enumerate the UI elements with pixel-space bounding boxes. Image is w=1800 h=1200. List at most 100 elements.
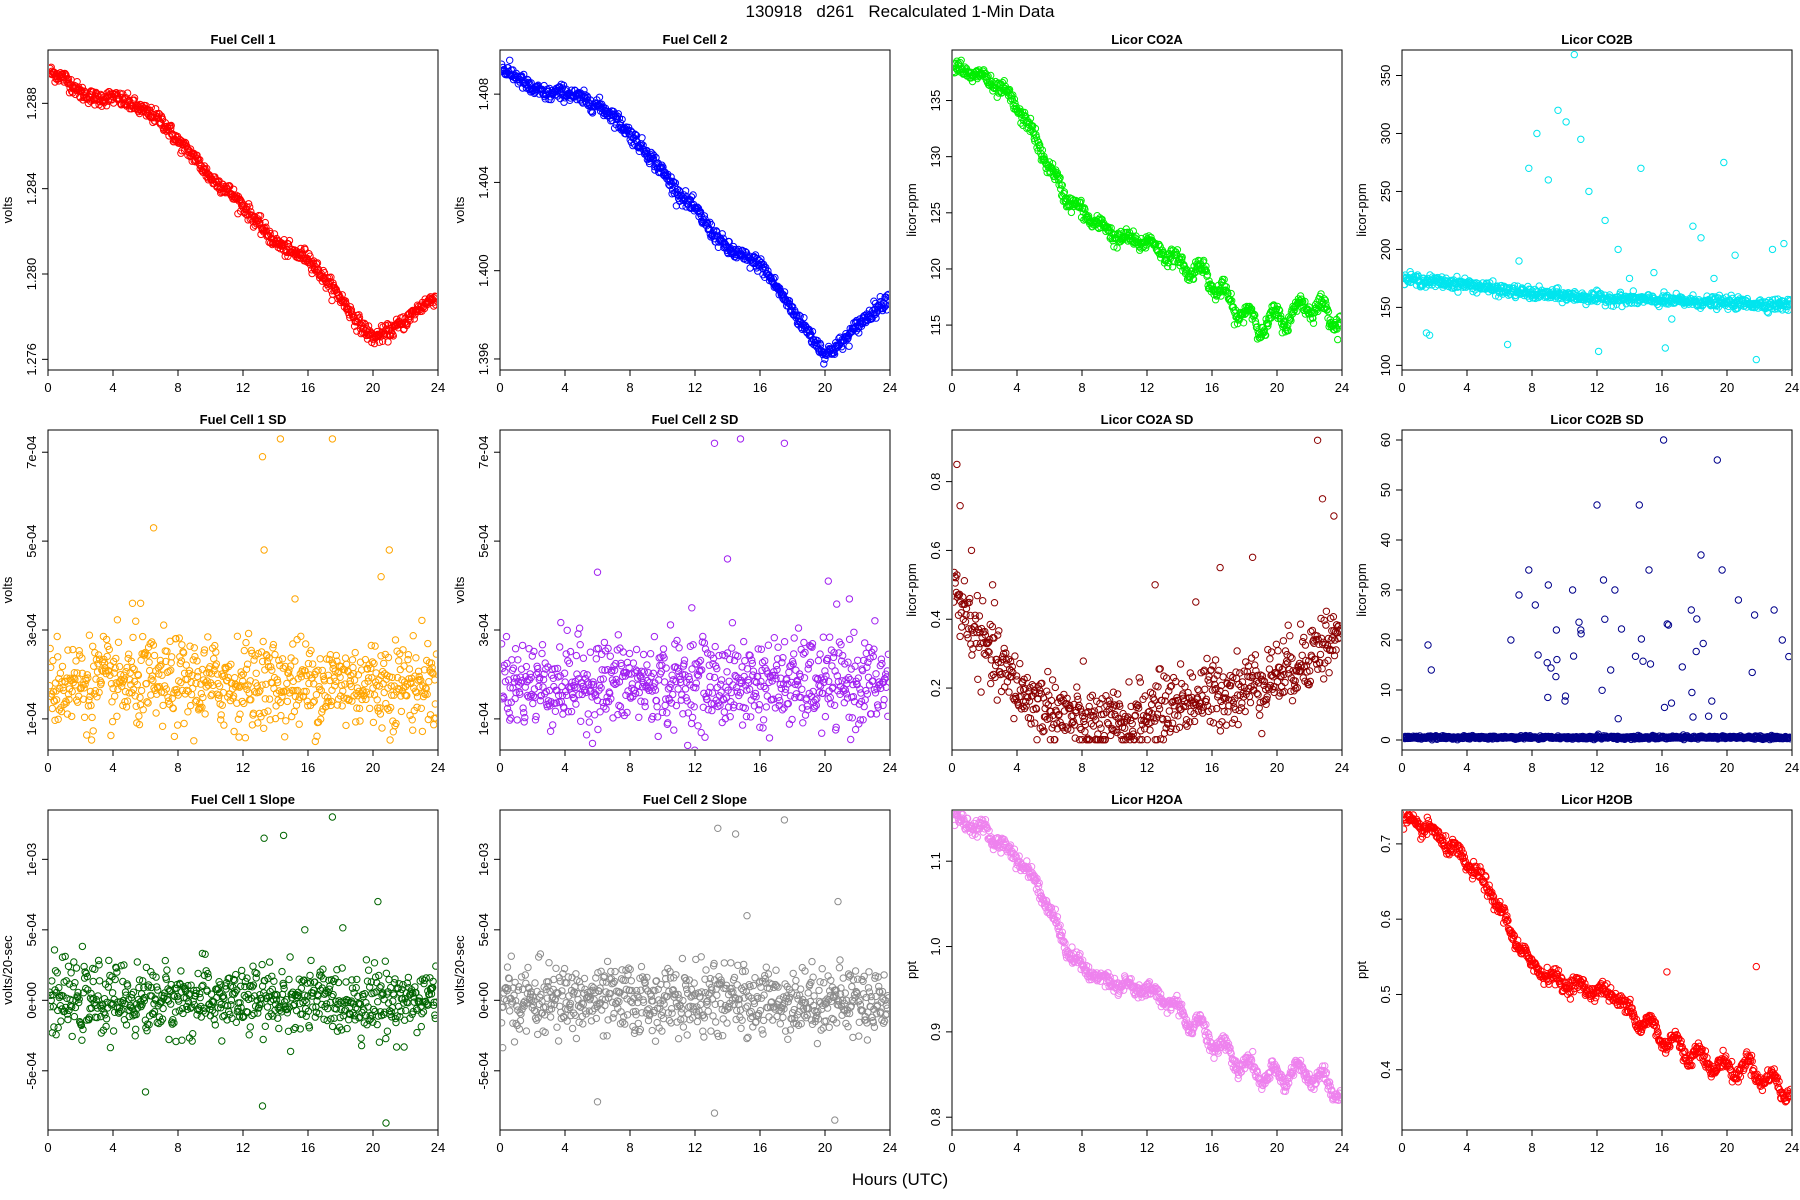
data-point — [304, 659, 313, 668]
data-point — [229, 185, 238, 194]
data-point — [566, 647, 575, 656]
data-point — [681, 671, 689, 679]
data-point — [980, 66, 988, 74]
data-point — [406, 711, 414, 720]
data-point — [659, 645, 668, 653]
data-point — [625, 664, 633, 672]
x-tick-label: 8 — [626, 380, 633, 395]
data-point — [1051, 683, 1060, 692]
data-point — [130, 94, 139, 102]
data-point — [49, 704, 56, 713]
data-point — [81, 680, 89, 688]
data-point — [757, 645, 766, 653]
data-point — [355, 311, 363, 319]
data-point — [212, 660, 221, 668]
data-point — [301, 245, 309, 254]
data-point — [405, 665, 414, 673]
data-point — [872, 314, 880, 322]
data-point — [987, 656, 995, 664]
data-point — [1161, 697, 1169, 705]
data-point — [264, 707, 272, 715]
data-point — [374, 704, 382, 712]
data-point — [63, 674, 71, 682]
data-point — [254, 719, 262, 727]
x-tick-label: 0 — [496, 760, 503, 775]
data-point — [71, 675, 79, 683]
data-point — [564, 708, 572, 716]
data-point — [317, 686, 325, 695]
data-point — [988, 622, 997, 631]
data-point — [874, 703, 882, 711]
data-point — [680, 656, 689, 664]
data-point — [683, 697, 691, 705]
data-point — [856, 716, 865, 724]
data-point — [192, 679, 200, 688]
data-point — [1293, 307, 1301, 315]
data-point — [734, 652, 742, 660]
data-point — [156, 662, 164, 670]
data-point — [501, 668, 509, 676]
data-point — [1176, 660, 1185, 668]
data-point — [229, 692, 238, 700]
data-point — [562, 650, 570, 658]
data-point — [358, 695, 366, 704]
data-point — [239, 677, 247, 685]
data-point — [684, 741, 692, 749]
data-point — [262, 223, 270, 231]
data-point — [820, 360, 828, 368]
data-point — [884, 712, 889, 720]
data-point — [575, 690, 583, 699]
data-point — [1073, 692, 1082, 700]
outlier-point — [328, 435, 337, 443]
data-point — [594, 725, 602, 734]
data-point — [666, 683, 674, 692]
data-point — [1048, 676, 1057, 684]
data-point — [641, 702, 649, 711]
outlier-point — [1533, 129, 1541, 138]
data-point — [747, 713, 755, 721]
data-point — [370, 339, 379, 348]
data-point — [163, 647, 171, 655]
data-point — [234, 715, 243, 723]
outlier-point — [1661, 344, 1670, 352]
data-point — [92, 675, 100, 683]
data-point — [364, 674, 373, 682]
x-tick-label: 8 — [1078, 380, 1085, 395]
data-point — [1453, 272, 1461, 281]
data-point — [738, 721, 747, 729]
data-point — [389, 332, 397, 340]
data-point — [111, 664, 119, 672]
data-point — [1103, 719, 1112, 727]
y-tick-label: 7e-04 — [476, 436, 491, 469]
data-point — [380, 659, 388, 668]
data-point — [790, 634, 798, 642]
data-point — [316, 685, 324, 693]
data-point — [669, 177, 677, 186]
data-point — [265, 654, 273, 662]
data-point — [362, 688, 371, 696]
data-point — [959, 593, 967, 601]
data-point — [641, 698, 649, 706]
data-point — [418, 616, 426, 625]
panel-title: Fuel Cell 2 SD — [652, 412, 739, 427]
y-tick-label: 300 — [1378, 123, 1393, 145]
y-axis-label: volts — [452, 196, 467, 223]
data-point — [756, 723, 764, 731]
data-point — [184, 708, 192, 716]
data-point — [649, 712, 657, 721]
data-point — [1136, 736, 1144, 744]
data-point — [1010, 95, 1019, 103]
data-point — [1202, 267, 1211, 275]
data-point — [828, 662, 836, 670]
data-point — [639, 650, 648, 659]
data-point — [56, 684, 64, 693]
data-point — [542, 687, 550, 696]
data-point — [1140, 725, 1149, 733]
data-point — [830, 649, 838, 657]
data-point — [981, 631, 990, 639]
data-point — [432, 301, 437, 309]
data-point — [89, 642, 97, 650]
data-point — [238, 697, 246, 706]
outlier-point — [1425, 331, 1434, 339]
data-point — [990, 599, 999, 607]
